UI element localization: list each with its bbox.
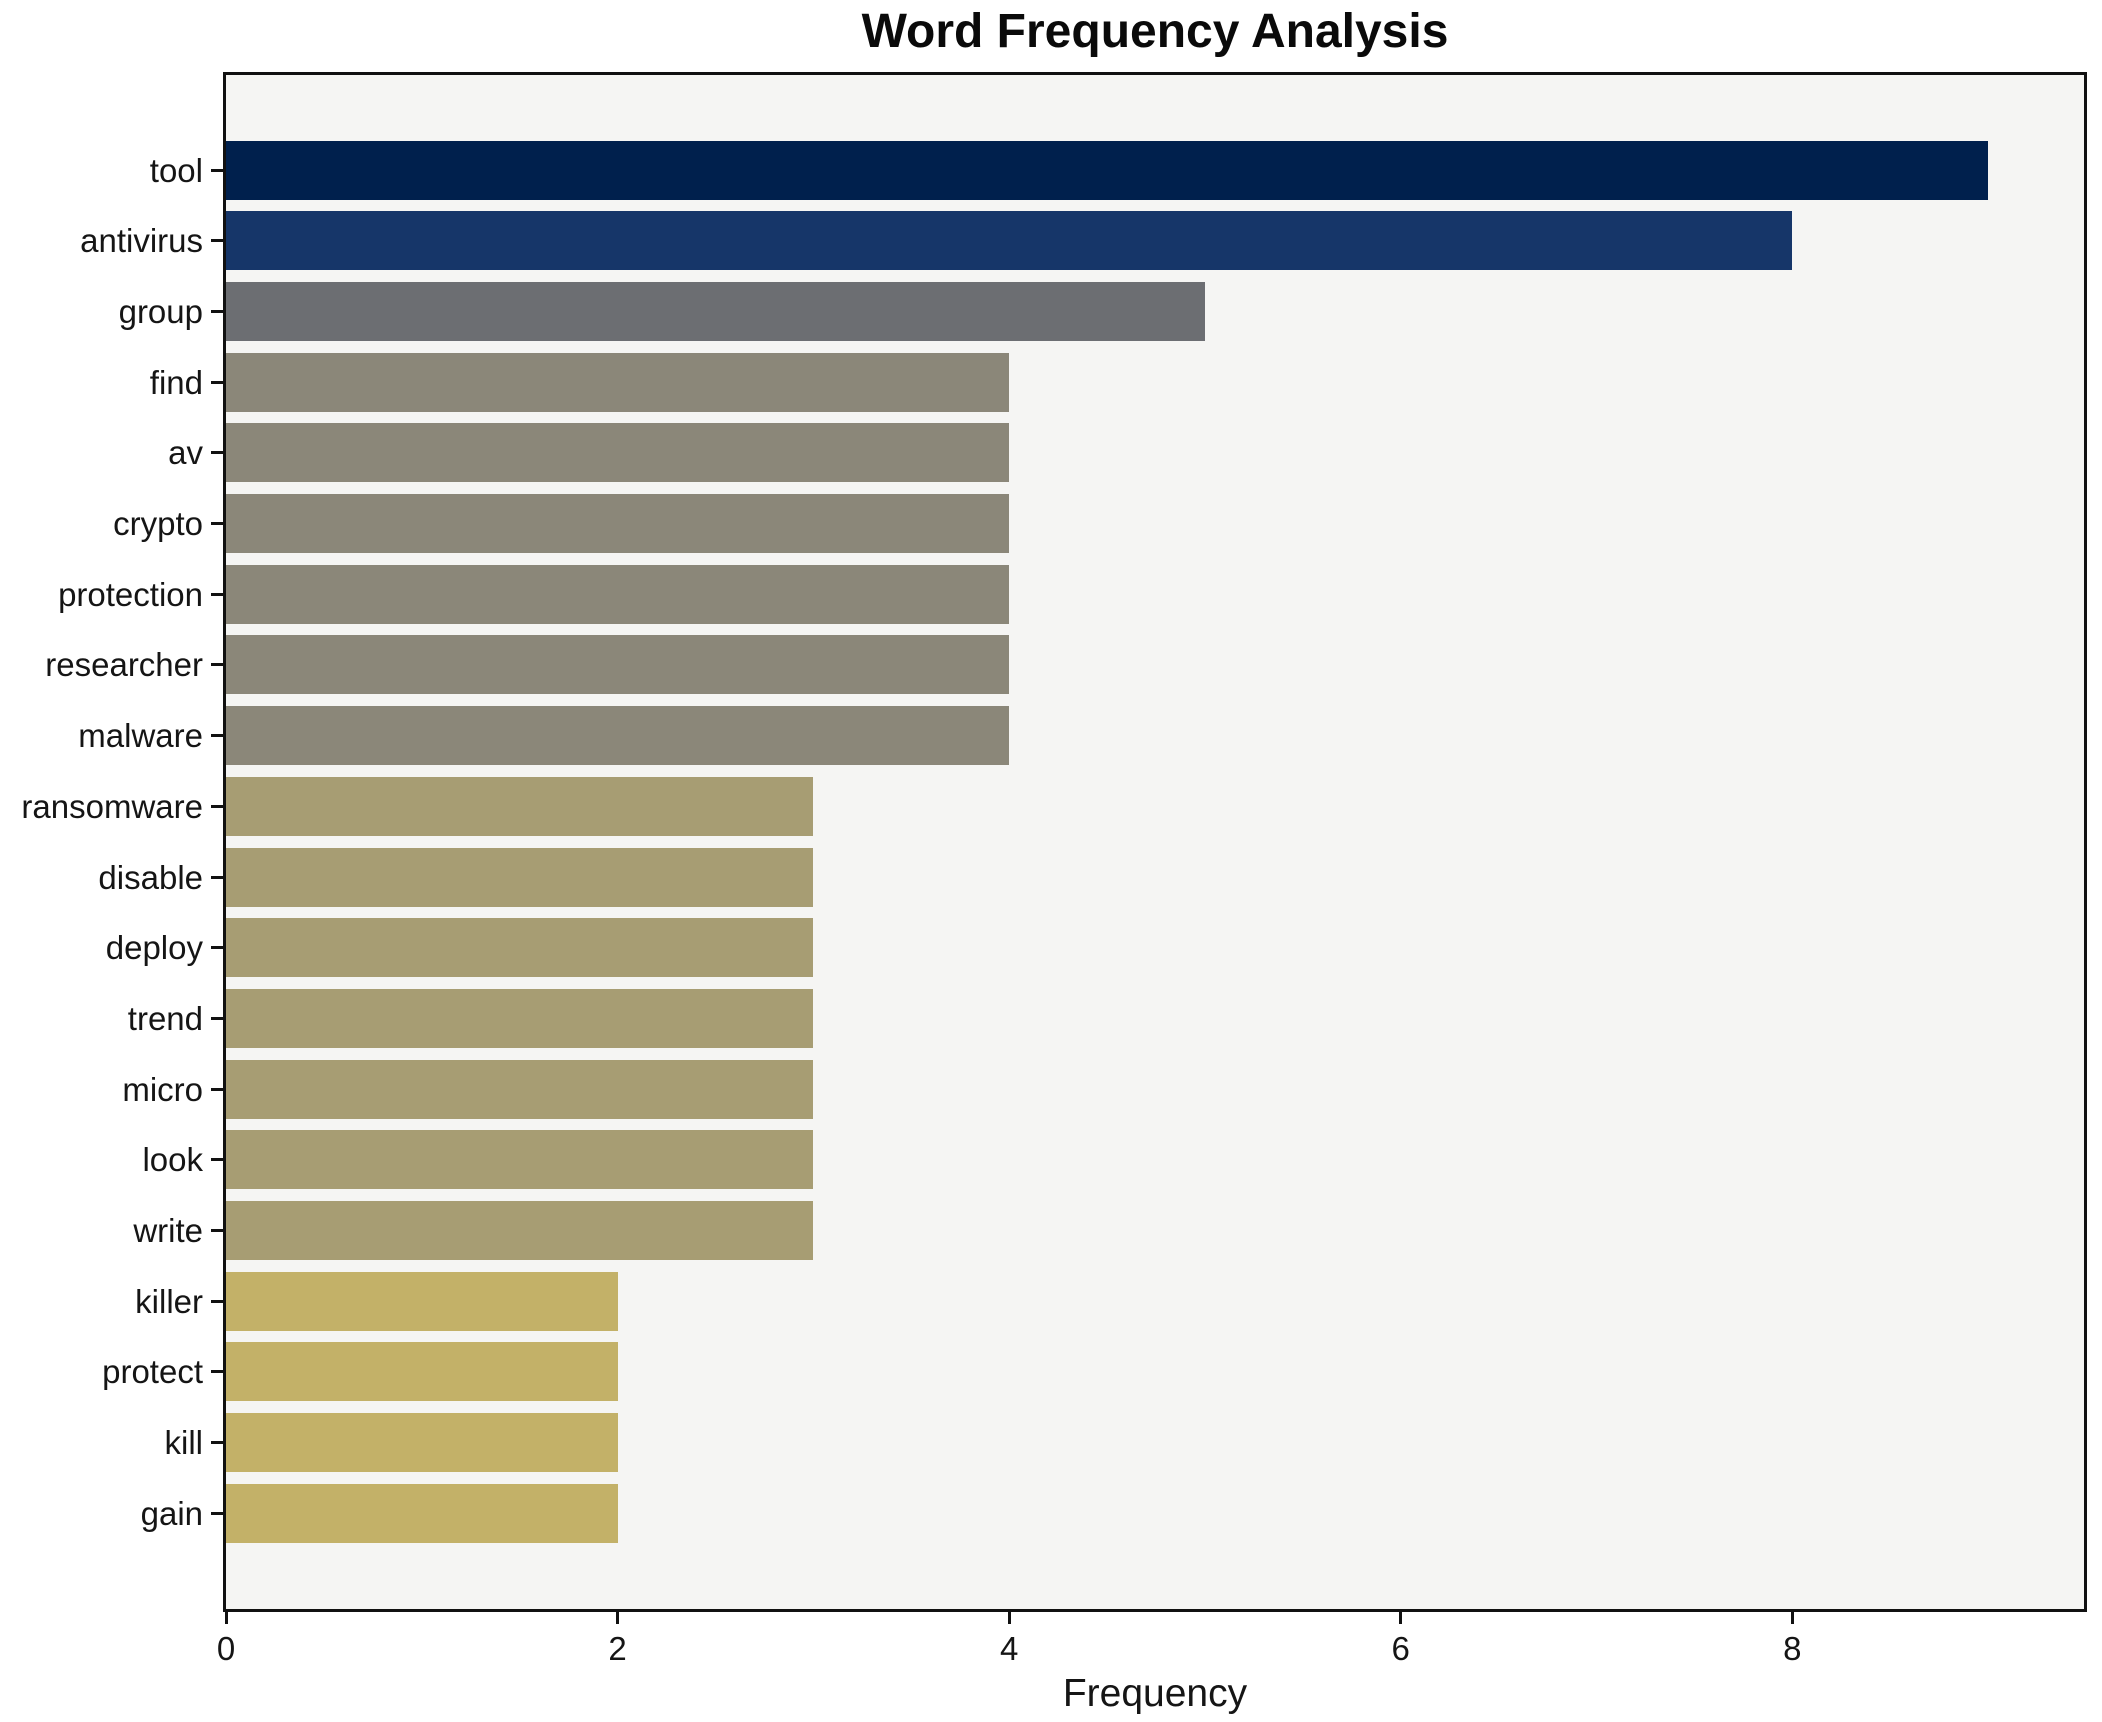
x-tick-label: 0 (216, 1630, 236, 1667)
x-tick-mark (1007, 1612, 1011, 1624)
y-tick-mark (211, 946, 223, 950)
y-tick-mark (211, 1299, 223, 1303)
bar-tool (226, 140, 1988, 200)
bar-malware (226, 706, 1009, 766)
bar-deploy (226, 918, 813, 978)
bar-protect (226, 1342, 618, 1402)
y-tick-mark (211, 1229, 223, 1232)
y-tick-label: look (142, 1141, 203, 1179)
y-tick-label: tool (149, 151, 203, 189)
bar-ransomware (226, 776, 813, 836)
y-tick-mark (211, 168, 223, 172)
y-tick-label: protection (58, 575, 203, 613)
y-tick-label: protect (102, 1353, 203, 1391)
bar-av (226, 423, 1009, 483)
x-tick-label: 8 (1783, 1630, 1802, 1667)
y-tick-label: ransomware (21, 787, 203, 825)
y-tick-label: killer (135, 1282, 203, 1320)
y-tick-label: deploy (105, 929, 203, 967)
y-tick-label: malware (78, 717, 203, 755)
y-tick-label: disable (98, 858, 203, 896)
y-tick-label: kill (164, 1424, 204, 1462)
y-tick-mark (211, 875, 223, 879)
y-tick-label: gain (140, 1494, 203, 1532)
y-tick-mark (211, 663, 223, 667)
bar-look (226, 1130, 813, 1190)
y-tick-label: write (133, 1212, 203, 1249)
bar-antivirus (226, 211, 1792, 271)
y-tick-label: find (149, 363, 203, 401)
y-tick-mark (211, 239, 223, 243)
y-tick-mark (211, 592, 223, 596)
x-tick-label: 4 (999, 1630, 1019, 1667)
y-tick-mark (211, 1370, 223, 1374)
bar-kill (226, 1413, 618, 1473)
y-tick-label: group (118, 292, 203, 330)
y-tick-label: trend (127, 999, 203, 1037)
y-tick-label: micro (122, 1070, 203, 1108)
y-tick-label: av (168, 434, 203, 472)
y-tick-mark (211, 380, 223, 384)
bar-killer (226, 1271, 618, 1331)
x-tick-mark (1790, 1612, 1794, 1624)
y-tick-mark (211, 1158, 223, 1162)
y-tick-mark (211, 451, 223, 455)
bar-write (226, 1201, 813, 1260)
y-tick-mark (211, 1441, 223, 1445)
y-tick-label: antivirus (80, 222, 203, 260)
bar-researcher (226, 635, 1009, 695)
y-tick-label: researcher (45, 646, 203, 684)
bar-disable (226, 847, 813, 907)
x-tick-label: 2 (608, 1630, 627, 1667)
bar-micro (226, 1059, 813, 1119)
x-tick-mark (616, 1612, 620, 1624)
y-axis-labels: tool antivirus group find av crypto protection… (0, 72, 203, 1612)
chart-title: Word Frequency Analysis (861, 5, 1449, 58)
plot-area (223, 72, 2087, 1612)
bar-gain (226, 1483, 618, 1543)
bar-find (226, 352, 1009, 412)
y-tick-mark (211, 309, 223, 313)
y-tick-label: crypto (113, 505, 203, 542)
y-tick-mark (211, 1087, 223, 1091)
bar-group (226, 281, 1205, 341)
x-axis-title: Frequency (1062, 1672, 1248, 1715)
x-tick-mark (1399, 1612, 1403, 1624)
bar-trend (226, 988, 813, 1048)
y-tick-mark (211, 522, 223, 525)
bar-protection (226, 564, 1009, 624)
y-tick-mark (211, 1511, 223, 1515)
y-tick-mark (211, 1016, 223, 1020)
y-tick-mark (211, 804, 223, 808)
bar-crypto (226, 494, 1009, 553)
x-tick-mark (224, 1612, 228, 1624)
y-tick-mark (211, 734, 223, 738)
x-tick-label: 6 (1391, 1630, 1410, 1667)
